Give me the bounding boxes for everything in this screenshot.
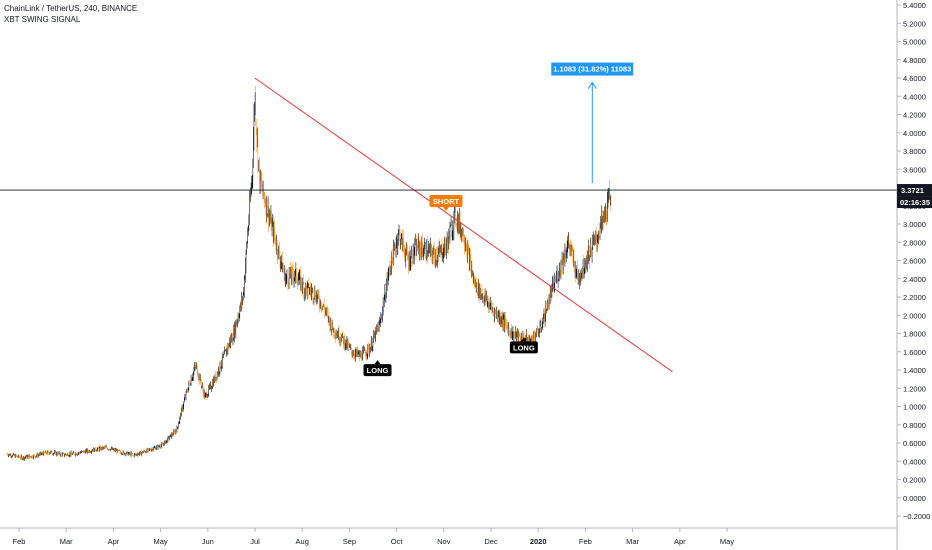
signal-long-pointer [374, 360, 381, 365]
price-tick-label: 5.0000 [903, 38, 926, 47]
time-tick-label: Aug [296, 537, 309, 546]
price-axis[interactable]: 5.4000 5.2000 5.0000 4.8000 4.6000 4.4000 4.20… [896, 0, 932, 550]
price-tick-label: 3.0000 [903, 220, 926, 229]
price-tick-label: 0.6000 [903, 439, 926, 448]
time-tick-label: Feb [579, 537, 592, 546]
time-tick-label: Sep [343, 537, 356, 546]
indicator-title: XBT SWING SIGNAL [4, 15, 81, 24]
signal-short-pointer [442, 207, 449, 212]
time-tick-label: Mar [626, 537, 639, 546]
resistance-trendline [254, 77, 673, 373]
time-tick-label: May [720, 537, 734, 546]
current-price-value: 3.3721 [901, 186, 924, 195]
signal-long-badge [509, 341, 538, 354]
price-tick-label: 2.0000 [903, 311, 926, 320]
price-tick-label: 0.8000 [903, 421, 926, 430]
signal-long-label: LONG [513, 343, 535, 352]
time-tick-label: Feb [13, 537, 26, 546]
candle-series [6, 86, 612, 461]
signal-long-pointer [520, 337, 527, 342]
chart-overlays: LONG SHORT LONG 1.1083 (31.82%) 11083 [0, 62, 897, 377]
time-tick-label: Nov [437, 537, 451, 546]
price-tick-label: −0.2000 [903, 512, 930, 521]
time-tick-label: Apr [108, 537, 120, 546]
price-tick-label: 2.2000 [903, 293, 926, 302]
price-tick-label: 4.2000 [903, 111, 926, 120]
countdown-tag [897, 196, 932, 209]
signal-long-badge [363, 364, 392, 377]
time-axis[interactable]: Feb Mar Apr May Jun Jul Aug Sep Oct Nov Dec 2020 Feb… [0, 527, 897, 546]
price-tick-label: 1.4000 [903, 366, 926, 375]
price-tick-label: 5.4000 [903, 1, 926, 10]
price-tick-label: 1.8000 [903, 330, 926, 339]
price-tick-label: 4.6000 [903, 74, 926, 83]
measure-label-box [551, 62, 634, 76]
price-tick-label: 2.4000 [903, 275, 926, 284]
signal-short-badge [429, 195, 463, 208]
price-tick-label: 0.0000 [903, 494, 926, 503]
time-tick-label: 2020 [530, 537, 547, 546]
signal-long-label: LONG [367, 366, 389, 375]
price-tick-label: 1.2000 [903, 384, 926, 393]
countdown-value: 02:16:35 [900, 198, 930, 207]
price-tick-label: 0.2000 [903, 476, 926, 485]
time-tick-label: Dec [484, 537, 498, 546]
price-tick-label: 4.0000 [903, 129, 926, 138]
time-tick-label: Apr [674, 537, 686, 546]
price-tick-label: 0.4000 [903, 457, 926, 466]
time-tick-label: Oct [391, 537, 404, 546]
price-tick-label: 3.8000 [903, 147, 926, 156]
price-tick-label: 1.6000 [903, 348, 926, 357]
current-price-tag [897, 184, 932, 197]
price-tick-label: 3.6000 [903, 165, 926, 174]
chart-symbol-title: ChainLink / TetherUS, 240, BINANCE [4, 4, 138, 13]
price-tick-label: 5.2000 [903, 19, 926, 28]
measure-label: 1.1083 (31.82%) 11083 [553, 65, 631, 74]
price-tick-label: 1.0000 [903, 403, 926, 412]
price-tick-label: 4.8000 [903, 56, 926, 65]
time-tick-label: May [154, 537, 168, 546]
price-tick-label: 2.8000 [903, 238, 926, 247]
price-tick-label: 4.4000 [903, 92, 926, 101]
measure-arrow-head [587, 81, 597, 89]
signal-short-label: SHORT [433, 197, 460, 206]
time-tick-label: Jul [250, 537, 260, 546]
price-tick-label: 2.6000 [903, 257, 926, 266]
time-tick-label: Jun [202, 537, 214, 546]
time-tick-label: Mar [60, 537, 73, 546]
